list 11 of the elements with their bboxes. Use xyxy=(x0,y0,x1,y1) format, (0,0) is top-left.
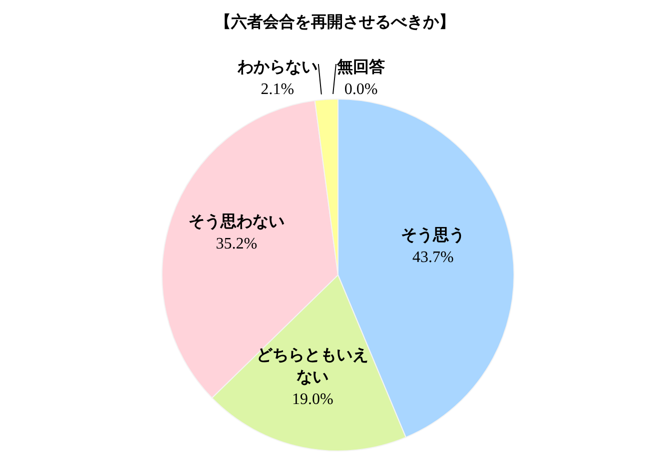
slice-label: わからない xyxy=(236,57,318,76)
slice-label: どちらともいえない xyxy=(256,345,369,386)
category-label: 無回答 xyxy=(337,57,385,76)
data-label: 19.0% xyxy=(292,391,334,408)
data-label: 2.1% xyxy=(260,81,294,98)
slice-label: そう思う xyxy=(401,224,466,244)
text: 0.0% xyxy=(344,81,378,98)
chart-title: 【六者会合を再開させるべきか】 xyxy=(214,12,456,33)
slice-label: そう思わない xyxy=(188,212,285,231)
data-label: 43.7% xyxy=(412,248,454,266)
data-label: 35.2% xyxy=(216,236,258,253)
